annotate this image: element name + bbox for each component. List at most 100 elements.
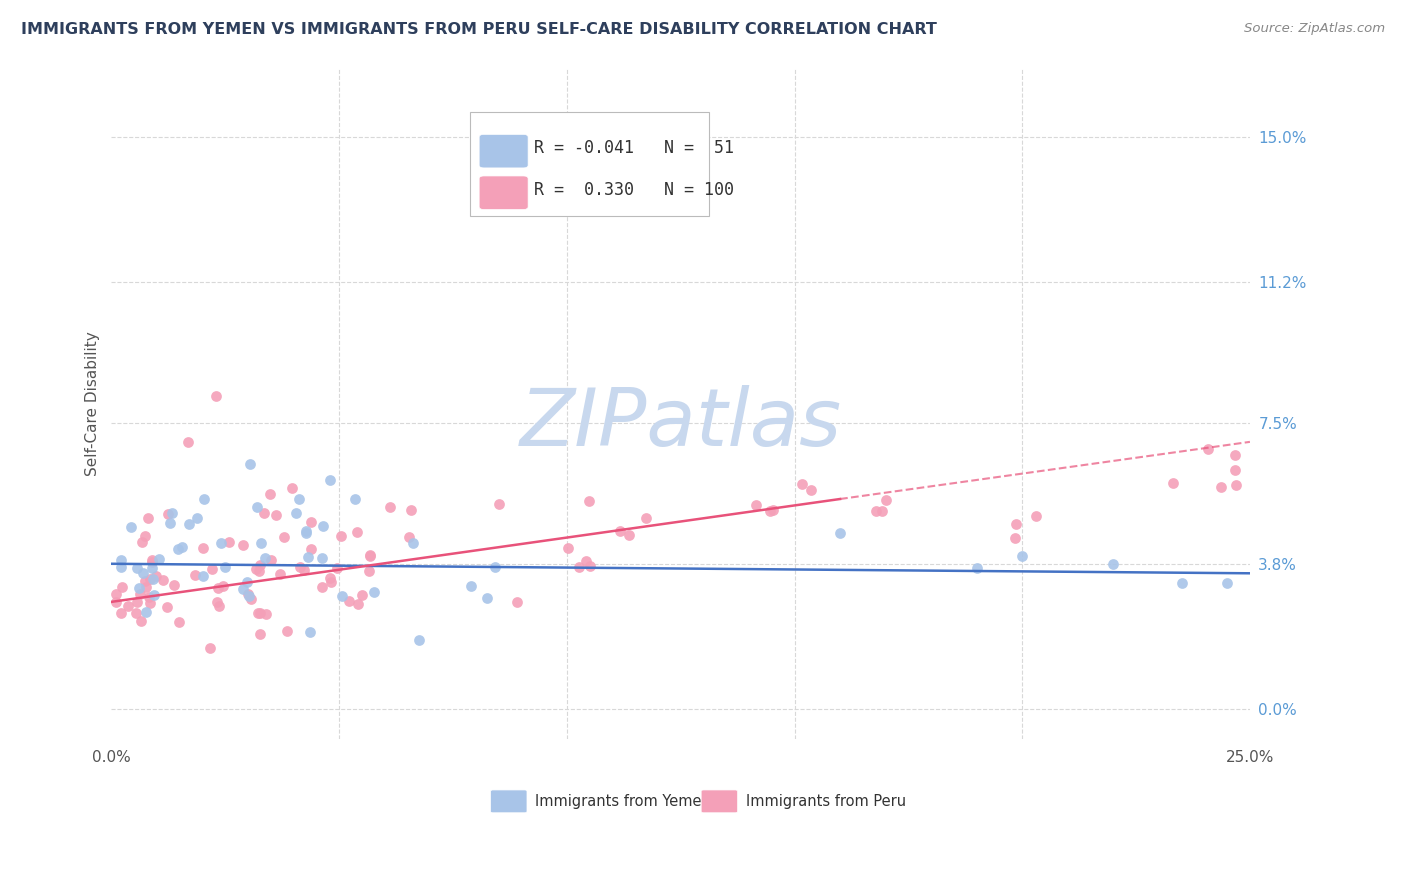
Point: [135, 605, 157, 619]
Point: [139, 596, 162, 610]
Point: [344, 491, 367, 506]
Point: [184, 567, 207, 582]
Point: [104, 587, 127, 601]
Point: [295, 526, 318, 541]
Point: [139, 573, 162, 587]
Point: [875, 492, 897, 507]
FancyBboxPatch shape: [479, 176, 529, 210]
Point: [157, 507, 180, 521]
Point: [239, 457, 262, 471]
Point: [346, 597, 368, 611]
Point: [1225, 478, 1247, 492]
Point: [209, 536, 232, 550]
Point: [319, 473, 342, 487]
Point: [159, 516, 181, 530]
Point: [167, 542, 190, 557]
Point: [280, 481, 302, 495]
Point: [249, 627, 271, 641]
Point: [330, 529, 353, 543]
Point: [966, 560, 988, 574]
Point: [288, 491, 311, 506]
Point: [232, 582, 254, 596]
Point: [359, 548, 381, 562]
Point: [1025, 509, 1047, 524]
Point: [143, 587, 166, 601]
Point: [578, 494, 600, 508]
Point: [179, 516, 201, 531]
Point: [131, 566, 153, 580]
Point: [186, 511, 208, 525]
Point: [250, 535, 273, 549]
Point: [162, 578, 184, 592]
Text: Immigrants from Peru: Immigrants from Peru: [745, 794, 905, 809]
Point: [828, 526, 851, 541]
Point: [1216, 575, 1239, 590]
Point: [259, 486, 281, 500]
Point: [128, 587, 150, 601]
Point: [125, 561, 148, 575]
Point: [484, 560, 506, 574]
Point: [247, 564, 270, 578]
Point: [191, 541, 214, 555]
Point: [299, 515, 322, 529]
Point: [260, 553, 283, 567]
Point: [117, 599, 139, 613]
Point: [141, 555, 163, 569]
Point: [167, 615, 190, 629]
Point: [326, 561, 349, 575]
Point: [205, 595, 228, 609]
FancyBboxPatch shape: [702, 790, 738, 813]
Point: [488, 498, 510, 512]
Point: [201, 562, 224, 576]
Point: [1223, 449, 1246, 463]
Text: ZIPatlas: ZIPatlas: [520, 384, 842, 463]
Point: [865, 504, 887, 518]
Text: IMMIGRANTS FROM YEMEN VS IMMIGRANTS FROM PERU SELF-CARE DISABILITY CORRELATION C: IMMIGRANTS FROM YEMEN VS IMMIGRANTS FROM…: [21, 22, 936, 37]
Point: [745, 498, 768, 512]
Point: [208, 599, 231, 614]
Point: [235, 575, 257, 590]
Point: [579, 558, 602, 573]
Point: [212, 579, 235, 593]
Point: [238, 589, 260, 603]
Point: [193, 491, 215, 506]
Point: [285, 506, 308, 520]
Point: [135, 580, 157, 594]
Point: [506, 595, 529, 609]
Point: [790, 476, 813, 491]
Point: [152, 573, 174, 587]
Point: [1209, 480, 1232, 494]
Point: [1223, 463, 1246, 477]
Point: [1004, 531, 1026, 545]
Point: [145, 569, 167, 583]
Text: R =  0.330   N = 100: R = 0.330 N = 100: [534, 181, 734, 199]
Point: [363, 585, 385, 599]
Point: [568, 560, 591, 574]
FancyBboxPatch shape: [479, 135, 529, 168]
Text: Source: ZipAtlas.com: Source: ZipAtlas.com: [1244, 22, 1385, 36]
Point: [245, 562, 267, 576]
Point: [273, 530, 295, 544]
Point: [460, 579, 482, 593]
Point: [346, 524, 368, 539]
Point: [249, 607, 271, 621]
Point: [207, 581, 229, 595]
Point: [870, 504, 893, 518]
Point: [311, 550, 333, 565]
Point: [1004, 516, 1026, 531]
Point: [141, 561, 163, 575]
Point: [398, 530, 420, 544]
Y-axis label: Self-Care Disability: Self-Care Disability: [86, 332, 100, 476]
Point: [408, 632, 430, 647]
Point: [359, 549, 381, 564]
Point: [311, 580, 333, 594]
Point: [141, 553, 163, 567]
Point: [288, 559, 311, 574]
Point: [609, 524, 631, 539]
Point: [170, 540, 193, 554]
Point: [319, 570, 342, 584]
Point: [1011, 549, 1033, 563]
Text: Immigrants from Yemen: Immigrants from Yemen: [534, 794, 711, 809]
Point: [337, 594, 360, 608]
Point: [253, 551, 276, 566]
